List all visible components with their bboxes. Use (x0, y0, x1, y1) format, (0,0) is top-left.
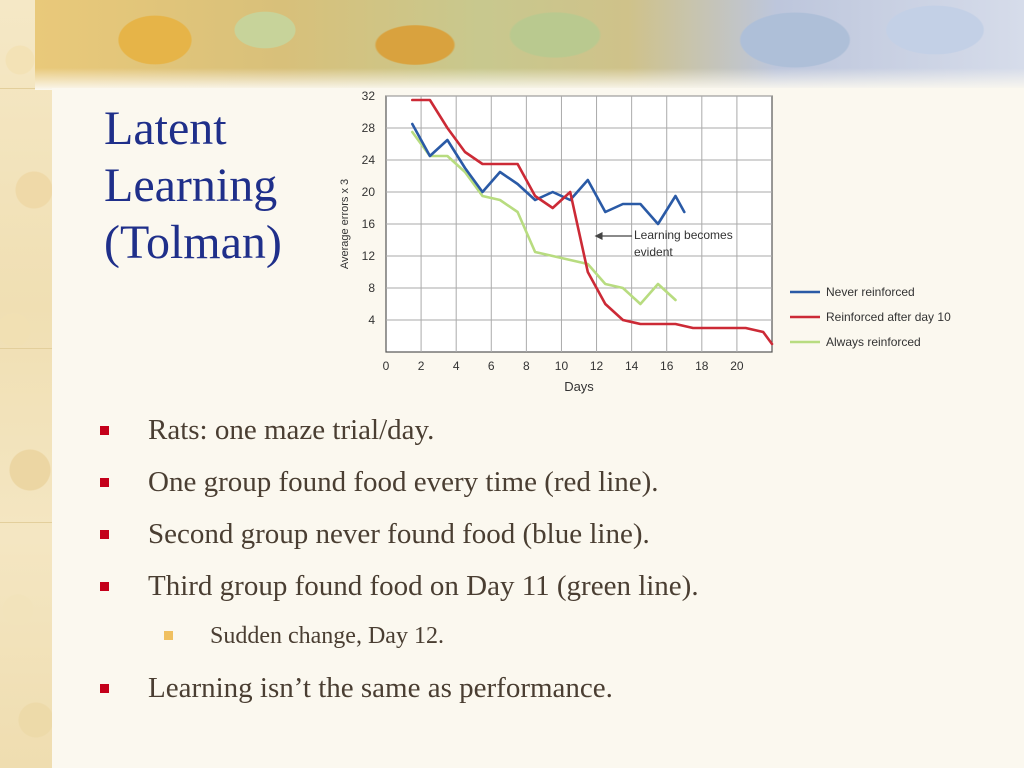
x-axis-label: Days (564, 379, 594, 394)
bullet-marker (100, 582, 109, 591)
bullet-marker (100, 530, 109, 539)
bullet-item: Rats: one maze trial/day. (100, 410, 1000, 462)
bullet-item: Learning isn’t the same as performance. (100, 668, 1000, 720)
bullet-text: Second group never found food (blue line… (148, 518, 650, 550)
y-tick-label: 32 (362, 89, 376, 103)
series-line (411, 98, 774, 346)
strip-seam (0, 348, 52, 349)
x-tick-label: 18 (695, 359, 709, 373)
strip-seam (0, 88, 52, 89)
title-line: Latent (104, 102, 227, 155)
sub-bullet-item: Sudden change, Day 12. (100, 618, 1000, 668)
x-tick-label: 16 (660, 359, 674, 373)
left-decorative-strip (0, 0, 52, 768)
legend-label: Never reinforced (826, 285, 915, 299)
bullet-marker (100, 478, 109, 487)
y-tick-label: 16 (362, 217, 376, 231)
annotation-text: evident (634, 245, 673, 259)
y-tick-label: 20 (362, 185, 376, 199)
series-line (411, 130, 677, 306)
x-tick-label: 14 (625, 359, 639, 373)
bullet-text: Learning isn’t the same as performance. (148, 672, 613, 704)
x-tick-label: 12 (590, 359, 604, 373)
x-tick-label: 0 (383, 359, 390, 373)
bullet-text: One group found food every time (red lin… (148, 466, 659, 498)
y-tick-label: 24 (362, 153, 376, 167)
annotation-text: Learning becomes (634, 228, 733, 242)
sub-bullet-marker (164, 631, 173, 640)
y-axis-label: Average errors x 3 (339, 179, 351, 269)
bullet-text: Rats: one maze trial/day. (148, 414, 435, 446)
x-tick-label: 20 (730, 359, 744, 373)
y-tick-label: 8 (368, 281, 375, 295)
bullet-item: Third group found food on Day 11 (green … (100, 566, 1000, 618)
title-line: (Tolman) (104, 216, 282, 269)
legend-label: Always reinforced (826, 335, 921, 349)
bullet-marker (100, 684, 109, 693)
bullet-item: Second group never found food (blue line… (100, 514, 1000, 566)
x-tick-label: 6 (488, 359, 495, 373)
y-tick-label: 4 (368, 313, 375, 327)
bullet-marker (100, 426, 109, 435)
bullet-list: Rats: one maze trial/day. One group foun… (100, 410, 1000, 720)
x-tick-label: 2 (418, 359, 425, 373)
series-line (411, 122, 686, 226)
bullet-item: One group found food every time (red lin… (100, 462, 1000, 514)
title-line: Learning (104, 159, 278, 212)
banner-fade (35, 68, 1024, 90)
bullet-text: Third group found food on Day 11 (green … (148, 570, 699, 602)
annotation-arrowhead (594, 232, 603, 240)
x-tick-label: 10 (555, 359, 569, 373)
x-tick-label: 4 (453, 359, 460, 373)
strip-seam (0, 522, 52, 523)
sub-bullet-text: Sudden change, Day 12. (210, 623, 444, 649)
y-tick-label: 12 (362, 249, 376, 263)
slide-title: Latent Learning (Tolman) (104, 100, 344, 271)
x-tick-label: 8 (523, 359, 530, 373)
y-tick-label: 28 (362, 121, 376, 135)
legend-label: Reinforced after day 10 (826, 310, 951, 324)
